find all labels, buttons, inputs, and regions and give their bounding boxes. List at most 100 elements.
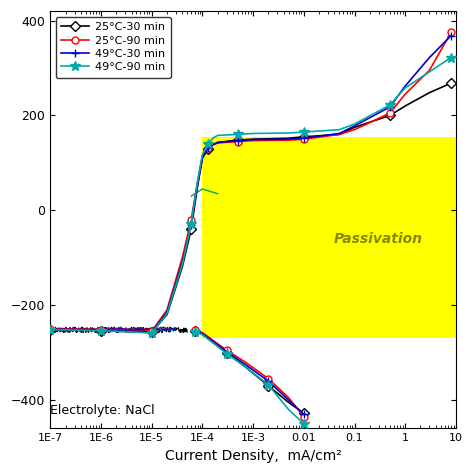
Line: 25°C-30 min: 25°C-30 min	[47, 80, 455, 336]
49°C-30 min	[98, 328, 104, 333]
25°C-90 min	[215, 140, 220, 146]
25°C-30 min	[215, 140, 220, 146]
49°C-90 min	[427, 69, 432, 75]
49°C-90 min	[205, 141, 211, 147]
25°C-30 min	[47, 327, 53, 333]
25°C-90 min	[179, 255, 185, 261]
25°C-30 min	[200, 155, 205, 161]
25°C-30 min	[149, 329, 155, 335]
49°C-90 min	[402, 85, 408, 91]
49°C-30 min	[286, 137, 292, 142]
49°C-30 min	[352, 123, 357, 129]
25°C-90 min	[235, 139, 241, 145]
49°C-90 min	[47, 327, 53, 333]
25°C-30 min	[301, 134, 307, 140]
25°C-90 min	[402, 91, 408, 97]
49°C-30 min	[210, 142, 216, 148]
49°C-90 min	[337, 127, 342, 133]
25°C-90 min	[448, 29, 454, 35]
49°C-90 min	[210, 136, 216, 141]
25°C-30 min	[352, 125, 357, 130]
25°C-30 min	[83, 328, 89, 333]
49°C-30 min	[205, 146, 211, 151]
49°C-90 min	[250, 131, 256, 137]
25°C-90 min	[149, 328, 155, 334]
49°C-90 min	[200, 152, 205, 157]
49°C-30 min	[188, 222, 194, 228]
25°C-90 min	[427, 68, 432, 73]
49°C-30 min	[250, 137, 256, 143]
49°C-90 min	[63, 327, 68, 333]
49°C-90 min	[195, 179, 201, 185]
25°C-90 min	[47, 326, 53, 332]
25°C-30 min	[337, 132, 342, 137]
25°C-90 min	[250, 138, 256, 144]
25°C-30 min	[250, 137, 256, 142]
25°C-30 min	[98, 328, 104, 334]
49°C-90 min	[387, 102, 393, 108]
49°C-30 min	[215, 140, 220, 146]
Line: 49°C-30 min: 49°C-30 min	[46, 32, 455, 337]
25°C-30 min	[286, 136, 292, 141]
25°C-90 min	[188, 217, 194, 223]
49°C-30 min	[387, 104, 393, 110]
49°C-30 min	[337, 131, 342, 137]
25°C-90 min	[387, 110, 393, 116]
49°C-30 min	[402, 83, 408, 89]
25°C-90 min	[337, 132, 342, 137]
25°C-90 min	[134, 328, 139, 334]
49°C-30 min	[83, 327, 89, 333]
25°C-30 min	[448, 81, 454, 86]
25°C-90 min	[301, 137, 307, 142]
25°C-30 min	[210, 142, 216, 148]
25°C-30 min	[179, 264, 185, 270]
25°C-90 min	[113, 328, 119, 333]
49°C-30 min	[200, 155, 205, 160]
25°C-90 min	[352, 127, 357, 133]
49°C-30 min	[448, 33, 454, 38]
Line: 25°C-90 min: 25°C-90 min	[47, 29, 455, 335]
49°C-30 min	[149, 329, 155, 335]
Text: Electrolyte: NaCl: Electrolyte: NaCl	[50, 404, 155, 417]
49°C-90 min	[352, 121, 357, 127]
25°C-90 min	[83, 327, 89, 332]
25°C-90 min	[210, 142, 216, 148]
49°C-30 min	[47, 327, 53, 332]
49°C-90 min	[179, 262, 185, 268]
Text: Passivation: Passivation	[334, 232, 423, 246]
49°C-30 min	[134, 328, 139, 334]
49°C-30 min	[164, 310, 170, 315]
49°C-30 min	[113, 328, 119, 334]
49°C-30 min	[63, 327, 68, 332]
25°C-30 min	[195, 184, 201, 190]
49°C-30 min	[179, 260, 185, 265]
49°C-90 min	[448, 55, 454, 60]
X-axis label: Current Density,  mA/cm²: Current Density, mA/cm²	[165, 449, 341, 463]
25°C-90 min	[63, 326, 68, 332]
25°C-90 min	[286, 137, 292, 143]
25°C-90 min	[98, 327, 104, 333]
25°C-30 min	[235, 137, 241, 143]
49°C-90 min	[188, 221, 194, 227]
49°C-90 min	[235, 132, 241, 137]
25°C-30 min	[63, 327, 68, 333]
25°C-30 min	[188, 227, 194, 232]
Legend: 25°C-30 min, 25°C-90 min, 49°C-30 min, 49°C-90 min: 25°C-30 min, 25°C-90 min, 49°C-30 min, 4…	[56, 17, 171, 78]
49°C-90 min	[286, 130, 292, 136]
25°C-30 min	[427, 90, 432, 96]
25°C-30 min	[402, 103, 408, 109]
49°C-30 min	[427, 55, 432, 60]
49°C-90 min	[301, 129, 307, 135]
25°C-30 min	[113, 328, 119, 334]
25°C-30 min	[164, 312, 170, 318]
49°C-30 min	[195, 182, 201, 187]
25°C-30 min	[387, 113, 393, 118]
49°C-90 min	[164, 311, 170, 317]
25°C-90 min	[200, 153, 205, 159]
25°C-90 min	[195, 179, 201, 185]
49°C-90 min	[215, 133, 220, 138]
49°C-30 min	[235, 138, 241, 144]
Line: 49°C-90 min: 49°C-90 min	[46, 53, 456, 338]
49°C-90 min	[134, 329, 139, 335]
49°C-90 min	[98, 328, 104, 334]
